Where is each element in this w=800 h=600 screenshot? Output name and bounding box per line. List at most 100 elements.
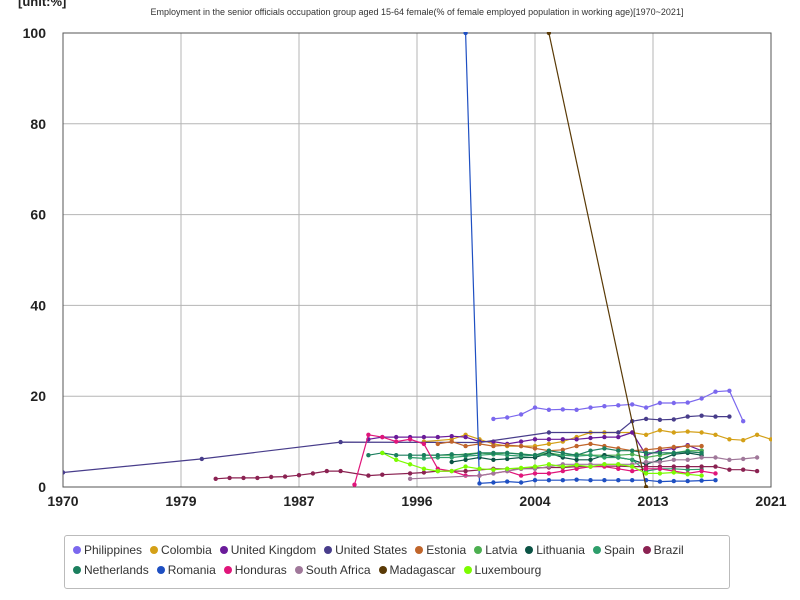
series-line-spain <box>410 453 702 472</box>
legend-item-colombia[interactable]: Colombia <box>150 542 212 558</box>
legend-item-netherlands[interactable]: Netherlands <box>73 562 149 578</box>
data-point-united-kingdom <box>394 434 399 440</box>
data-point-brazil <box>366 473 371 478</box>
data-point-luxembourg <box>685 472 690 477</box>
data-point-luxembourg <box>505 466 510 471</box>
legend-item-honduras[interactable]: Honduras <box>223 562 287 578</box>
legend-label: Romania <box>167 563 216 577</box>
data-point-spain <box>685 467 690 472</box>
data-point-united-states <box>616 430 621 435</box>
legend-item-spain[interactable]: Spain <box>592 542 635 558</box>
legend-item-latvia[interactable]: Latvia <box>474 542 517 558</box>
data-point-netherlands <box>491 450 496 456</box>
y-tick-label: 80 <box>30 116 46 132</box>
legend-label: United States <box>335 543 408 557</box>
data-point-colombia <box>727 437 732 442</box>
data-point-philippines <box>657 400 663 406</box>
data-point-south-africa <box>741 456 746 462</box>
data-point-romania <box>518 480 524 485</box>
legend-item-estonia[interactable]: Estonia <box>415 542 466 558</box>
x-tick-label: 1970 <box>47 493 78 509</box>
data-point-netherlands <box>449 452 454 457</box>
data-point-estonia <box>671 444 676 450</box>
data-point-romania <box>671 478 676 484</box>
data-point-romania <box>602 478 607 483</box>
data-point-united-kingdom <box>435 434 440 440</box>
data-point-brazil <box>213 476 218 481</box>
data-point-united-kingdom <box>560 437 565 442</box>
data-point-south-africa <box>671 457 676 462</box>
x-tick-label: 2021 <box>755 493 786 509</box>
data-point-philippines <box>532 405 538 410</box>
data-point-luxembourg <box>477 466 482 471</box>
legend-swatch <box>415 546 424 554</box>
data-point-netherlands <box>546 448 552 453</box>
data-point-estonia <box>505 443 510 448</box>
data-point-honduras <box>518 473 524 478</box>
data-point-estonia <box>574 443 579 449</box>
data-point-netherlands <box>463 453 468 458</box>
legend-label: Philippines <box>84 543 143 557</box>
data-point-netherlands <box>657 450 663 456</box>
data-point-philippines <box>491 416 496 422</box>
legend-item-philippines[interactable]: Philippines <box>73 542 142 558</box>
data-point-philippines <box>671 400 676 406</box>
data-point-philippines <box>546 407 552 412</box>
data-point-brazil <box>754 468 760 474</box>
data-point-romania <box>491 480 496 485</box>
series-estonia <box>435 439 704 453</box>
data-point-brazil <box>685 464 690 469</box>
legend-item-united-kingdom[interactable]: United Kingdom <box>219 542 316 558</box>
legend-swatch <box>150 546 159 554</box>
data-point-united-kingdom <box>532 437 538 442</box>
legend-item-brazil[interactable]: Brazil <box>642 542 684 558</box>
data-point-romania <box>699 478 704 483</box>
series-netherlands <box>366 446 704 458</box>
legend-item-luxembourg[interactable]: Luxembourg <box>463 562 541 578</box>
legend-swatch <box>324 546 333 554</box>
data-point-honduras <box>560 468 565 474</box>
data-point-south-africa <box>477 473 482 478</box>
legend-label: Latvia <box>485 543 518 557</box>
data-point-honduras <box>394 439 399 444</box>
data-point-luxembourg <box>574 463 579 468</box>
data-point-united-states <box>699 413 704 418</box>
legend-item-south-africa[interactable]: South Africa <box>294 562 371 578</box>
data-point-lithuania <box>449 459 454 465</box>
data-point-romania <box>630 478 635 483</box>
legend-item-lithuania[interactable]: Lithuania <box>525 542 585 558</box>
data-point-philippines <box>602 404 607 409</box>
data-point-lithuania <box>588 457 593 462</box>
legend-item-romania[interactable]: Romania <box>156 562 216 578</box>
legend-swatch <box>223 566 232 574</box>
legend-label: South Africa <box>305 563 371 577</box>
data-point-luxembourg <box>616 462 621 467</box>
data-point-romania <box>477 481 482 486</box>
data-point-brazil <box>713 464 718 469</box>
legend-item-united-states[interactable]: United States <box>324 542 407 558</box>
data-point-romania <box>713 478 718 483</box>
data-point-spain <box>421 456 427 461</box>
data-point-luxembourg <box>643 471 649 476</box>
y-tick-label: 40 <box>30 297 46 313</box>
data-point-luxembourg <box>671 470 676 475</box>
legend-swatch <box>156 566 165 574</box>
data-point-estonia <box>449 439 454 444</box>
data-point-luxembourg <box>699 473 704 478</box>
data-point-estonia <box>463 443 468 449</box>
data-point-united-kingdom <box>463 434 468 440</box>
data-point-united-kingdom <box>546 437 552 442</box>
line-chart: [unit:%] Employment in the senior offici… <box>18 0 787 509</box>
legend-item-madagascar[interactable]: Madagascar <box>378 562 456 578</box>
data-point-united-states <box>199 456 204 462</box>
data-point-colombia <box>643 432 649 437</box>
series-line-estonia <box>437 440 702 452</box>
data-point-netherlands <box>699 450 704 456</box>
data-point-luxembourg <box>560 464 565 469</box>
data-point-brazil <box>269 474 274 480</box>
data-point-latvia <box>643 455 649 460</box>
data-point-romania <box>560 478 565 483</box>
data-point-luxembourg <box>380 450 385 456</box>
data-point-philippines <box>713 389 718 394</box>
data-point-honduras <box>616 466 621 471</box>
